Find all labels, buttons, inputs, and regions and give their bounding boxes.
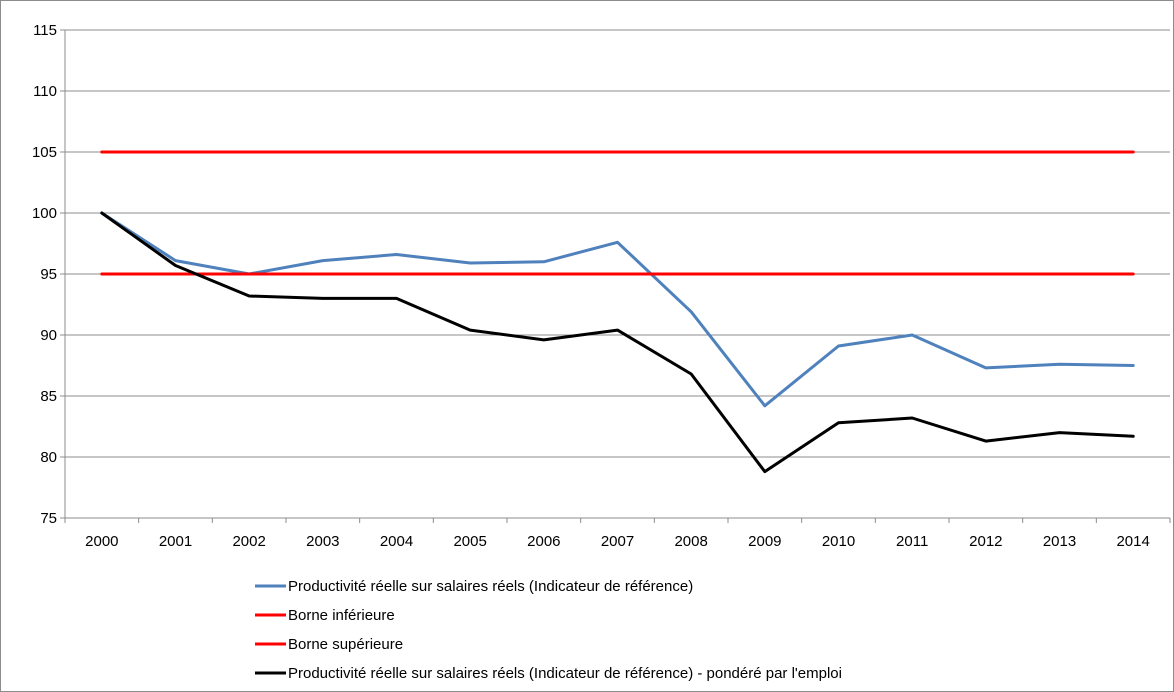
x-tick-label: 2002 <box>232 533 265 550</box>
x-tick-label: 2010 <box>822 533 855 550</box>
axes <box>60 29 1171 523</box>
x-tick-label: 2011 <box>896 533 928 550</box>
x-tick-label: 2004 <box>380 533 413 550</box>
legend-label-2: Borne supérieure <box>288 636 403 653</box>
series-lines <box>100 150 1135 474</box>
x-tick-label: 2009 <box>748 533 781 550</box>
y-tick-labels: 75 80 85 90 95 100 105 110 115 <box>32 22 57 527</box>
legend: Productivité réelle sur salaires réels (… <box>255 578 842 682</box>
x-tick-label: 2001 <box>159 533 192 550</box>
series-line-0 <box>100 211 1135 408</box>
x-tick-label: 2014 <box>1116 533 1149 550</box>
x-tick-label: 2005 <box>453 533 486 550</box>
legend-label-0: Productivité réelle sur salaires réels (… <box>288 578 693 595</box>
legend-label-3: Productivité réelle sur salaires réels (… <box>288 665 842 682</box>
x-tick-label: 2008 <box>674 533 707 550</box>
y-tick-label: 95 <box>40 266 57 283</box>
y-tick-label: 85 <box>40 388 57 405</box>
y-tick-label: 100 <box>32 205 57 222</box>
x-tick-label: 2006 <box>527 533 560 550</box>
y-tick-label: 110 <box>33 83 57 100</box>
legend-label-1: Borne inférieure <box>288 607 395 624</box>
x-tick-label: 2007 <box>601 533 634 550</box>
y-tick-label: 75 <box>40 510 57 527</box>
x-tick-label: 2013 <box>1043 533 1076 550</box>
y-tick-label: 105 <box>32 144 57 161</box>
y-tick-label: 80 <box>40 449 57 466</box>
x-tick-label: 2003 <box>306 533 339 550</box>
x-tick-label: 2012 <box>969 533 1002 550</box>
series-line-3 <box>100 211 1135 474</box>
y-tick-label: 115 <box>33 22 57 39</box>
x-tick-labels: 2000 2001 2002 2003 2004 2005 2006 2007 2008 2009… <box>85 533 1150 550</box>
y-tick-label: 90 <box>40 327 57 344</box>
x-tick-label: 2000 <box>85 533 118 550</box>
